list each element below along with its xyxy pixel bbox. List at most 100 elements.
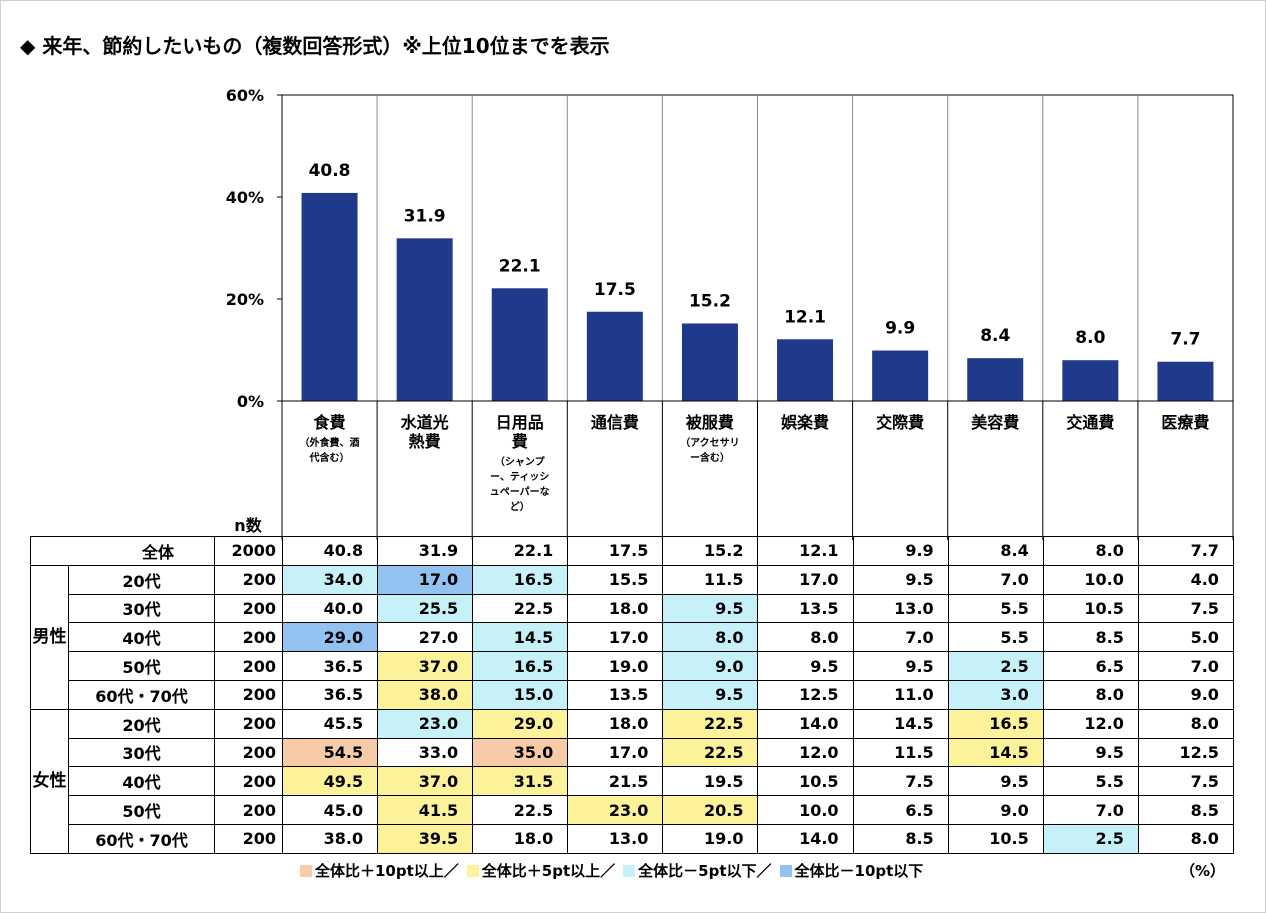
bar (872, 350, 929, 401)
value-cell: 8.5 (1137, 795, 1234, 825)
n-count: 200 (214, 795, 283, 825)
value-cell: 37.0 (377, 651, 474, 681)
bar-value-label: 8.4 (980, 326, 1010, 346)
value-cell: 10.5 (1042, 593, 1139, 624)
value-cell: 4.0 (1137, 564, 1234, 595)
value-cell: 9.5 (852, 651, 949, 681)
n-count: 200 (214, 622, 283, 653)
value-cell: 14.0 (757, 708, 854, 739)
row-label: 30代 (68, 737, 215, 768)
value-cell: 5.5 (947, 593, 1044, 624)
table-row: 30代 200 54.5 33.0 35.0 17.0 22.5 12.0 11.5 14.5 9.… (31, 737, 1234, 768)
value-cell: 34.0 (281, 564, 379, 595)
value-cell: 22.5 (662, 708, 759, 739)
row-label: 30代 (68, 593, 215, 624)
category-label: 交通費 (1043, 413, 1138, 432)
value-cell: 12.5 (1137, 737, 1234, 768)
value-cell: 13.5 (757, 593, 854, 624)
value-cell: 12.1 (757, 536, 854, 566)
n-count: 200 (214, 766, 283, 797)
legend-item: 全体比＋10pt以上／ (300, 860, 459, 881)
value-cell: 5.5 (1042, 766, 1139, 797)
value-cell: 12.5 (757, 679, 854, 710)
n-header: n数 (234, 516, 262, 535)
value-cell: 17.5 (567, 536, 664, 566)
value-cell: 13.0 (852, 593, 949, 624)
y-tick-label: 60% (226, 86, 264, 105)
value-cell: 38.0 (281, 823, 379, 854)
value-cell: 21.5 (567, 766, 664, 797)
value-cell: 20.5 (662, 795, 759, 825)
category-label: 水道光熱費 (377, 413, 472, 451)
value-cell: 7.0 (852, 622, 949, 653)
row-label: 20代 (68, 708, 215, 739)
value-cell: 7.7 (1137, 536, 1234, 566)
legend-label: 全体比＋10pt以上／ (315, 862, 459, 880)
value-cell: 10.0 (757, 795, 854, 825)
row-label: 20代 (68, 564, 215, 595)
bar (301, 192, 358, 401)
legend-label: 全体比－5pt以下／ (638, 862, 772, 880)
value-cell: 18.0 (472, 823, 569, 854)
value-cell: 11.5 (662, 564, 759, 595)
value-cell: 17.0 (377, 564, 474, 595)
y-tick-label: 0% (237, 392, 264, 411)
value-cell: 7.0 (1137, 651, 1234, 681)
value-cell: 5.5 (947, 622, 1044, 653)
color-legend: 全体比＋10pt以上／ 全体比＋5pt以上／ 全体比－5pt以下／ 全体比－10pt以… (300, 860, 931, 881)
value-cell: 9.0 (947, 795, 1044, 825)
category-name: 美容費 (971, 413, 1020, 432)
value-cell: 8.0 (757, 622, 854, 653)
n-count: 2000 (214, 536, 283, 566)
group-label: 男性 (30, 564, 69, 710)
value-cell: 10.0 (1042, 564, 1139, 595)
bar-value-label: 17.5 (594, 280, 636, 300)
bar (777, 339, 834, 401)
legend-label: 全体比－10pt以下 (794, 862, 924, 880)
bar (586, 311, 643, 401)
value-cell: 36.5 (281, 651, 379, 681)
value-cell: 9.0 (662, 651, 759, 681)
value-cell: 8.0 (1042, 679, 1139, 710)
chart-title: ◆ 来年、節約したいもの（複数回答形式）※上位10位までを表示 (20, 34, 610, 58)
value-cell: 39.5 (377, 823, 474, 854)
value-cell: 22.1 (472, 536, 569, 566)
value-cell: 9.5 (947, 766, 1044, 797)
value-cell: 16.5 (472, 564, 569, 595)
value-cell: 19.0 (662, 823, 759, 854)
category-label: 交際費 (853, 413, 948, 432)
value-cell: 8.0 (1042, 536, 1139, 566)
value-cell: 6.5 (852, 795, 949, 825)
category-name: 通信費 (590, 413, 639, 432)
bar-value-label: 12.1 (784, 307, 826, 327)
row-label: 60代・70代 (68, 679, 215, 710)
row-label: 全体 (30, 536, 215, 566)
value-cell: 7.5 (852, 766, 949, 797)
category-note: （アクセサリー含む） (680, 438, 740, 464)
n-count: 200 (214, 651, 283, 681)
value-cell: 9.5 (662, 679, 759, 710)
value-cell: 8.0 (1137, 708, 1234, 739)
n-count: 200 (214, 564, 283, 595)
value-cell: 49.5 (281, 766, 379, 797)
legend-item: 全体比－5pt以下／ (623, 860, 772, 881)
value-cell: 22.5 (662, 737, 759, 768)
bar-value-label: 8.0 (1075, 328, 1105, 348)
row-label: 50代 (68, 795, 215, 825)
value-cell: 22.5 (472, 795, 569, 825)
bar-chart: 0% 20% 40% 60% 40.8 31.9 22.1 17.5 15.2 12.1 9.9 8.… (226, 86, 1234, 540)
value-cell: 22.5 (472, 593, 569, 624)
value-cell: 3.0 (947, 679, 1044, 710)
row-label: 40代 (68, 766, 215, 797)
value-cell: 23.0 (567, 795, 664, 825)
value-cell: 35.0 (472, 737, 569, 768)
value-cell: 41.5 (377, 795, 474, 825)
value-cell: 9.9 (852, 536, 949, 566)
legend-swatch (779, 864, 792, 877)
bar-value-label: 9.9 (885, 319, 915, 339)
n-count: 200 (214, 737, 283, 768)
category-name: 医療費 (1161, 413, 1210, 432)
category-name: 水道光熱費 (400, 413, 449, 451)
category-label: 美容費 (948, 413, 1043, 432)
category-name: 食費 (313, 413, 346, 432)
